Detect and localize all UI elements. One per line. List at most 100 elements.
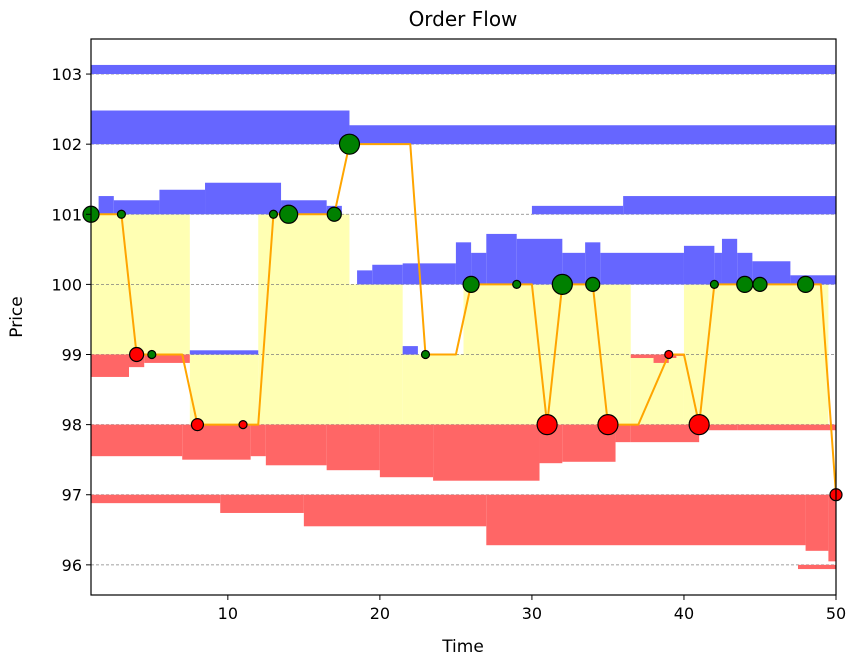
buy-trade-marker bbox=[752, 276, 768, 292]
ask-depth-bar bbox=[349, 125, 836, 145]
ask-depth-bar bbox=[402, 263, 456, 285]
ask-depth-bar bbox=[402, 346, 418, 355]
x-tick-label: 30 bbox=[522, 604, 542, 623]
ask-depth-bar bbox=[189, 350, 259, 355]
sell-trade-marker bbox=[129, 346, 145, 363]
bid-depth-bar bbox=[303, 494, 487, 527]
bid-depth-bar bbox=[797, 564, 836, 570]
bid-depth-bar bbox=[91, 354, 130, 377]
bid-depth-bar bbox=[699, 424, 738, 431]
y-tick-label: 98 bbox=[62, 416, 82, 435]
plot-frame bbox=[90, 38, 837, 596]
spread-band bbox=[630, 354, 684, 425]
y-tick-label: 103 bbox=[51, 65, 82, 84]
buy-trade-marker bbox=[736, 275, 754, 293]
y-tick-label: 97 bbox=[62, 486, 82, 505]
spread-band bbox=[258, 214, 350, 425]
buy-trade-marker bbox=[147, 349, 157, 360]
y-tick-label: 96 bbox=[62, 556, 82, 575]
y-tick-label: 99 bbox=[62, 346, 82, 365]
ask-depth-bar bbox=[455, 242, 472, 285]
buy-trade-marker bbox=[796, 275, 815, 293]
bid-depth-bar bbox=[91, 424, 183, 457]
bid-depth-bar bbox=[630, 424, 700, 443]
buy-trade-marker bbox=[462, 275, 480, 293]
y-axis: 96 97 98 99 100 101 102 103 bbox=[51, 65, 91, 575]
x-tick-label: 10 bbox=[218, 604, 238, 623]
ask-depth-bar bbox=[585, 242, 601, 285]
x-axis-title: Time bbox=[441, 637, 484, 657]
ask-depth-bar bbox=[721, 238, 738, 285]
y-tick-label: 102 bbox=[51, 135, 82, 154]
buy-trade-marker bbox=[709, 279, 719, 289]
ask-depth-bar bbox=[98, 196, 114, 215]
bid-depth-bar bbox=[182, 424, 251, 460]
sell-trade-marker bbox=[190, 418, 205, 432]
sell-trade-marker bbox=[664, 349, 674, 360]
y-tick-label: 100 bbox=[51, 275, 82, 294]
plot-area bbox=[82, 39, 843, 595]
buy-trade-marker bbox=[512, 279, 522, 289]
trade-marker-layer bbox=[82, 133, 843, 502]
ask-depth-bar bbox=[91, 110, 350, 145]
sell-trade-marker bbox=[238, 420, 248, 430]
chart-title: Order Flow bbox=[409, 7, 518, 31]
price-line-layer bbox=[91, 143, 837, 495]
sell-trade-marker bbox=[688, 414, 710, 436]
sell-trade-marker bbox=[536, 414, 558, 436]
ask-depth-bar bbox=[113, 200, 160, 215]
x-tick-label: 40 bbox=[674, 604, 694, 623]
ask-depth-bar bbox=[600, 252, 684, 285]
bid-depth-bar bbox=[250, 424, 266, 457]
x-axis: 10 20 30 40 50 bbox=[218, 595, 846, 623]
x-tick-label: 20 bbox=[370, 604, 390, 623]
spread-band bbox=[189, 354, 259, 425]
bid-depth-bar bbox=[630, 354, 654, 359]
buy-trade-marker bbox=[551, 273, 573, 295]
y-axis-title: Price bbox=[7, 296, 27, 337]
price-line bbox=[91, 143, 837, 495]
buy-trade-marker bbox=[338, 133, 361, 155]
ask-depth-bar bbox=[623, 196, 836, 215]
x-tick-label: 50 bbox=[826, 604, 846, 623]
ask-depth-bar bbox=[159, 189, 206, 215]
bid-depth-bar bbox=[326, 424, 380, 471]
sell-trade-marker bbox=[597, 414, 619, 436]
ask-depth-bar bbox=[790, 275, 836, 285]
bid-depth-bar bbox=[805, 494, 829, 551]
ask-depth-bar bbox=[683, 245, 715, 285]
bid-depth-bar bbox=[220, 494, 304, 513]
bid-depth-bar bbox=[828, 494, 836, 562]
buy-trade-marker bbox=[585, 276, 601, 292]
bid-depth-bar bbox=[144, 354, 190, 363]
bid-depth-bar bbox=[379, 424, 434, 478]
buy-trade-marker bbox=[268, 209, 279, 219]
buy-trade-marker bbox=[420, 349, 431, 360]
buy-trade-marker bbox=[326, 206, 342, 222]
bid-depth-bar bbox=[653, 354, 669, 363]
buy-trade-marker bbox=[279, 204, 299, 224]
ask-depth-bar bbox=[205, 182, 282, 215]
bid-depth-bar bbox=[433, 424, 540, 481]
bid-depth-bar bbox=[486, 494, 806, 546]
ask-depth-bar bbox=[471, 252, 487, 285]
ask-depth-bar bbox=[714, 252, 722, 285]
y-tick-label: 101 bbox=[51, 205, 82, 224]
spread-band bbox=[91, 214, 190, 355]
bid-depth-bar bbox=[91, 494, 221, 504]
ask-depth-bar bbox=[357, 270, 373, 285]
ask-depth-bar bbox=[372, 264, 403, 285]
ask-depth-bar bbox=[91, 64, 836, 75]
spread-band bbox=[402, 354, 464, 425]
bid-depth-bar bbox=[265, 424, 327, 466]
ask-depth-bar bbox=[737, 252, 753, 285]
ask-depth-layer bbox=[91, 64, 836, 355]
ask-depth-bar bbox=[531, 205, 624, 215]
ask-depth-bar bbox=[516, 238, 563, 285]
bid-depth-layer bbox=[91, 354, 836, 570]
buy-trade-marker bbox=[116, 209, 127, 219]
ask-depth-bar bbox=[486, 233, 517, 285]
bid-depth-bar bbox=[737, 424, 836, 431]
bid-depth-bar bbox=[615, 424, 631, 443]
